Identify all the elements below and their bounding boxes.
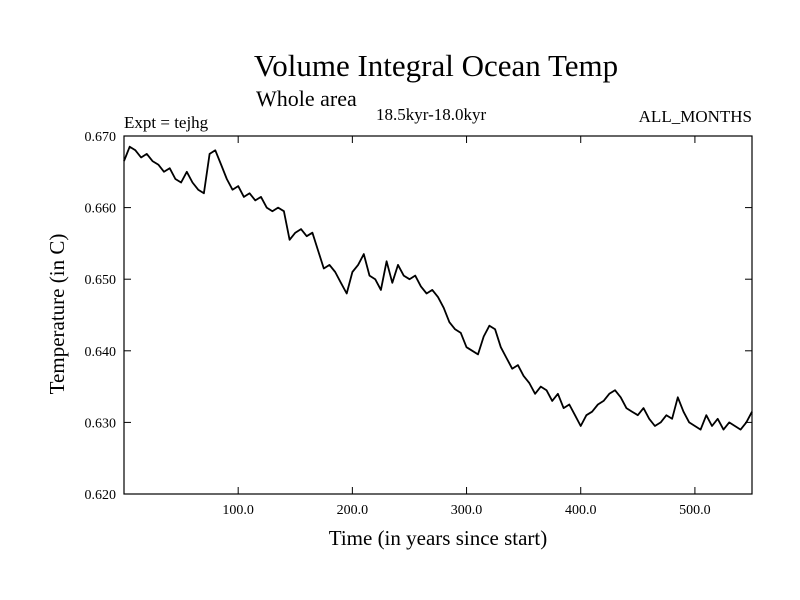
y-tick-label: 0.640: [85, 345, 117, 360]
y-tick-label: 0.670: [85, 130, 117, 145]
x-tick-label: 400.0: [565, 503, 597, 518]
period-label: 18.5kyr-18.0kyr: [376, 105, 486, 124]
x-tick-label: 500.0: [679, 503, 711, 518]
chart-subtitle: Whole area: [256, 86, 357, 111]
experiment-label: Expt = tejhg: [124, 113, 209, 132]
months-label: ALL_MONTHS: [639, 107, 752, 126]
series-line: [123, 145, 753, 431]
y-axis-label: Temperature (in C): [45, 234, 69, 395]
y-tick-label: 0.660: [85, 202, 117, 217]
chart-title: Volume Integral Ocean Temp: [254, 48, 618, 83]
x-axis-label: Time (in years since start): [329, 526, 548, 550]
x-tick-label: 100.0: [222, 503, 254, 518]
y-tick-label: 0.630: [85, 416, 117, 431]
plot-frame: [123, 135, 753, 495]
x-tick-label: 300.0: [451, 503, 483, 518]
y-tick-label: 0.620: [85, 488, 117, 503]
x-tick-label: 200.0: [337, 503, 369, 518]
y-tick-label: 0.650: [85, 273, 117, 288]
